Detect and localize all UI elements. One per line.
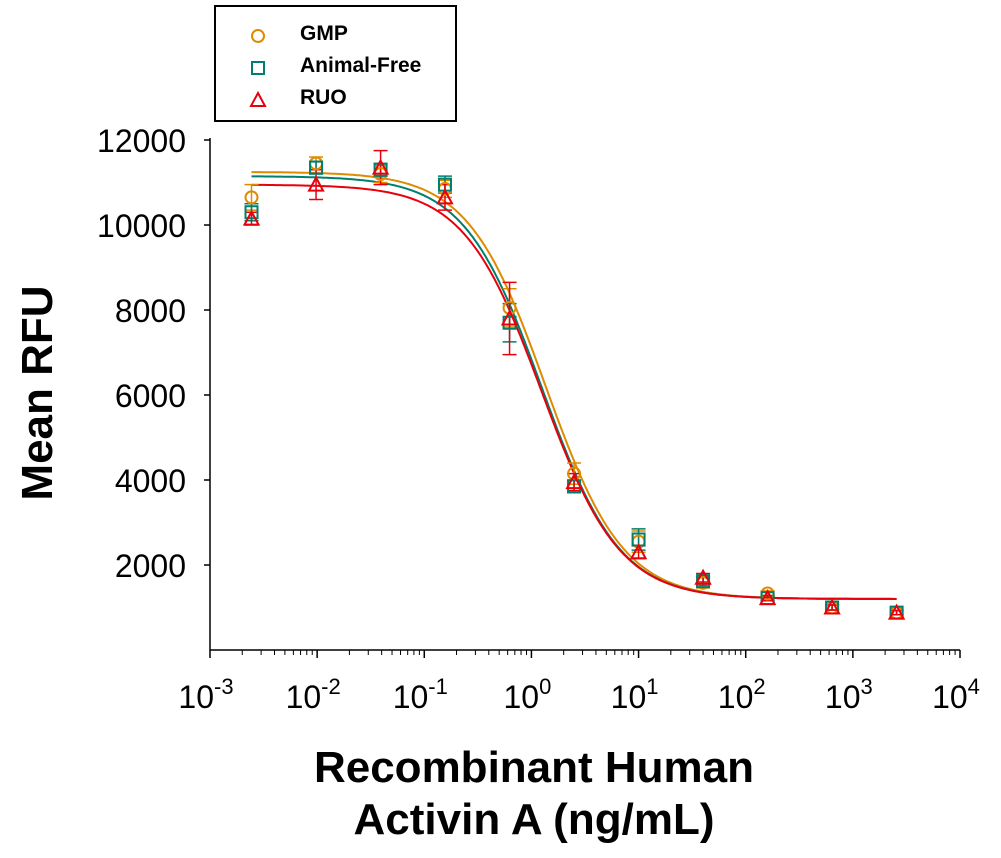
y-tick-label: 6000: [115, 378, 186, 414]
error-bars: [244, 149, 904, 616]
x-tick-label: 101: [611, 674, 659, 715]
point-ruo: [371, 158, 390, 175]
legend-item-ruo: RUO: [216, 86, 456, 110]
y-tick-label: 4000: [115, 463, 186, 499]
y-tick-label: 10000: [97, 208, 186, 244]
fit-curves: [251, 171, 897, 600]
fit-curve-ruo: [251, 183, 897, 600]
legend-item-gmp: GMP: [216, 22, 456, 46]
point-ruo: [242, 209, 261, 226]
legend-label: RUO: [300, 86, 347, 109]
y-tick-label: 8000: [115, 293, 186, 329]
legend: GMP Animal-Free RUO: [214, 5, 457, 122]
x-tick-label: 10-2: [286, 674, 341, 715]
fit-curve-animal-free: [251, 175, 897, 600]
x-tick-label: 102: [718, 674, 766, 715]
point-ruo: [823, 598, 841, 615]
x-tick-label: 104: [932, 674, 980, 715]
x-tick-label: 10-3: [178, 674, 233, 715]
axes: 2000 4000 6000 8000 10000 12000 10-3 10-2 10-1 10…: [97, 123, 980, 715]
point-ruo: [565, 473, 583, 490]
fit-curve-gmp: [251, 171, 897, 600]
point-ruo: [500, 309, 519, 326]
x-tick-label: 100: [504, 674, 552, 715]
point-ruo: [629, 543, 648, 560]
x-axis-label-line2: Activin A (ng/mL): [353, 795, 715, 844]
triangle-marker-icon: [249, 90, 267, 107]
point-animal-free: [244, 205, 259, 220]
y-tick-label: 2000: [115, 548, 186, 584]
legend-label: Animal-Free: [300, 54, 422, 77]
point-ruo: [758, 589, 777, 606]
legend-item-animal-free: Animal-Free: [216, 54, 456, 78]
point-ruo: [887, 603, 906, 620]
point-animal-free: [309, 160, 324, 175]
point-gmp: [502, 300, 517, 315]
point-gmp: [244, 190, 259, 205]
y-axis-label: Mean RFU: [13, 285, 62, 501]
point-ruo: [694, 568, 712, 585]
y-tick-label: 12000: [97, 123, 186, 159]
x-tick-label: 10-1: [393, 674, 448, 715]
data-points: [242, 156, 906, 620]
legend-label: GMP: [300, 22, 348, 45]
x-axis-label-line1: Recombinant Human: [313, 743, 755, 792]
point-ruo: [307, 175, 325, 192]
x-axis-label: Recombinant Human Activin A (ng/mL): [284, 742, 784, 846]
square-marker-icon: [251, 61, 265, 75]
point-ruo: [436, 188, 454, 205]
x-tick-label: 103: [825, 674, 873, 715]
circle-marker-icon: [251, 29, 265, 43]
